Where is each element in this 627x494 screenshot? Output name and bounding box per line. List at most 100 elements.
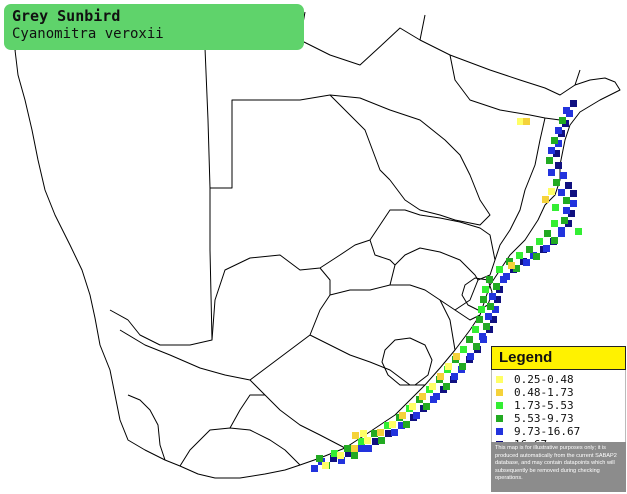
distribution-cell [480,296,487,303]
distribution-cell [558,189,565,196]
legend-swatch [496,376,503,383]
distribution-cell [311,465,318,472]
distribution-cell [330,455,337,462]
distribution-cell [423,403,430,410]
distribution-cell [486,276,493,283]
distribution-cell [551,237,558,244]
distribution-cell [485,313,492,320]
distribution-cell [433,393,440,400]
distribution-cell [546,157,553,164]
distribution-cell [476,316,483,323]
legend-title: Legend [499,349,553,366]
distribution-cell [555,127,562,134]
distribution-cell [565,182,572,189]
distribution-cell [570,200,577,207]
distribution-cell [413,412,420,419]
distribution-cell [558,227,565,234]
outer-outline [14,27,621,479]
distribution-cell [403,421,410,428]
distribution-cell [551,137,558,144]
legend-header: Legend [491,346,626,370]
distribution-cell [508,262,515,269]
distribution-cell [560,172,567,179]
legend-swatch [496,389,503,396]
distribution-cell [409,403,416,410]
distribution-cell [451,373,458,380]
distribution-cell [345,450,352,457]
species-scientific-name: Cyanomitra veroxii [12,26,164,42]
distribution-cell [553,179,560,186]
distribution-cell [419,393,426,400]
distribution-cell [460,346,467,353]
distribution-cell [536,238,543,245]
distribution-cell [352,432,359,439]
province-border-5 [389,247,479,311]
distribution-cell [568,210,575,217]
distribution-cell [494,296,501,303]
legend-disclaimer: This map is for illustrative purposes on… [491,442,626,492]
distribution-cell [479,333,486,340]
legend-panel: Legend 0.25-0.48 0.48-1.73 1.73-5.53 5.5… [491,346,626,492]
distribution-cell [563,207,570,214]
distribution-cell [344,445,351,452]
distribution-cell [358,438,365,445]
distribution-cell [482,286,489,293]
distribution-cell [490,316,497,323]
distribution-cell [316,455,323,462]
distribution-cell [563,107,570,114]
province-border-2 [249,284,456,381]
distribution-cell [378,437,385,444]
distribution-cell [473,343,480,350]
distribution-cell [526,246,533,253]
distribution-cell [372,438,379,445]
distribution-cell [503,273,510,280]
distribution-cell [459,363,466,370]
legend-swatch [496,415,503,422]
distribution-cell [351,445,358,452]
distribution-cell [337,452,344,459]
distribution-cell [542,196,549,203]
botswana-border [329,94,491,226]
distribution-cell [472,326,479,333]
distribution-cell [429,383,436,390]
distribution-cell [377,429,384,436]
distribution-cell [360,430,367,437]
province-border-6 [369,239,396,266]
distribution-cells [311,100,582,472]
distribution-cell [570,190,577,197]
distribution-cell [478,306,485,313]
distribution-cell [489,293,496,300]
distribution-cell [371,430,378,437]
distribution-cell [570,100,577,107]
distribution-cell [548,188,555,195]
distribution-cell [492,306,499,313]
distribution-cell [445,363,452,370]
distribution-cell [466,336,473,343]
distribution-cell [364,437,371,444]
distribution-cell [555,162,562,169]
legend-label: 0.25-0.48 [514,373,574,386]
distribution-cell [523,259,530,266]
distribution-cell [565,220,572,227]
distribution-cell [552,204,559,211]
distribution-cell [548,147,555,154]
distribution-cell [351,452,358,459]
province-border-9 [127,394,166,461]
distribution-cell [543,245,550,252]
legend-swatch [496,402,503,409]
distribution-cell [513,265,520,272]
distribution-cell [575,228,582,235]
distribution-cell [338,457,345,464]
province-border-4 [319,267,331,295]
distribution-cell [487,303,494,310]
legend-label: 9.73-16.67 [514,425,581,438]
distribution-cell [322,462,329,469]
distribution-cell [555,140,562,147]
distribution-cell [391,429,398,436]
distribution-cell [384,422,391,429]
province-border-10 [229,394,265,429]
distribution-cell [551,220,558,227]
distribution-cell [561,217,568,224]
distribution-cell [358,445,365,452]
species-title-box: Grey Sunbird Cyanomitra veroxii [4,4,304,50]
